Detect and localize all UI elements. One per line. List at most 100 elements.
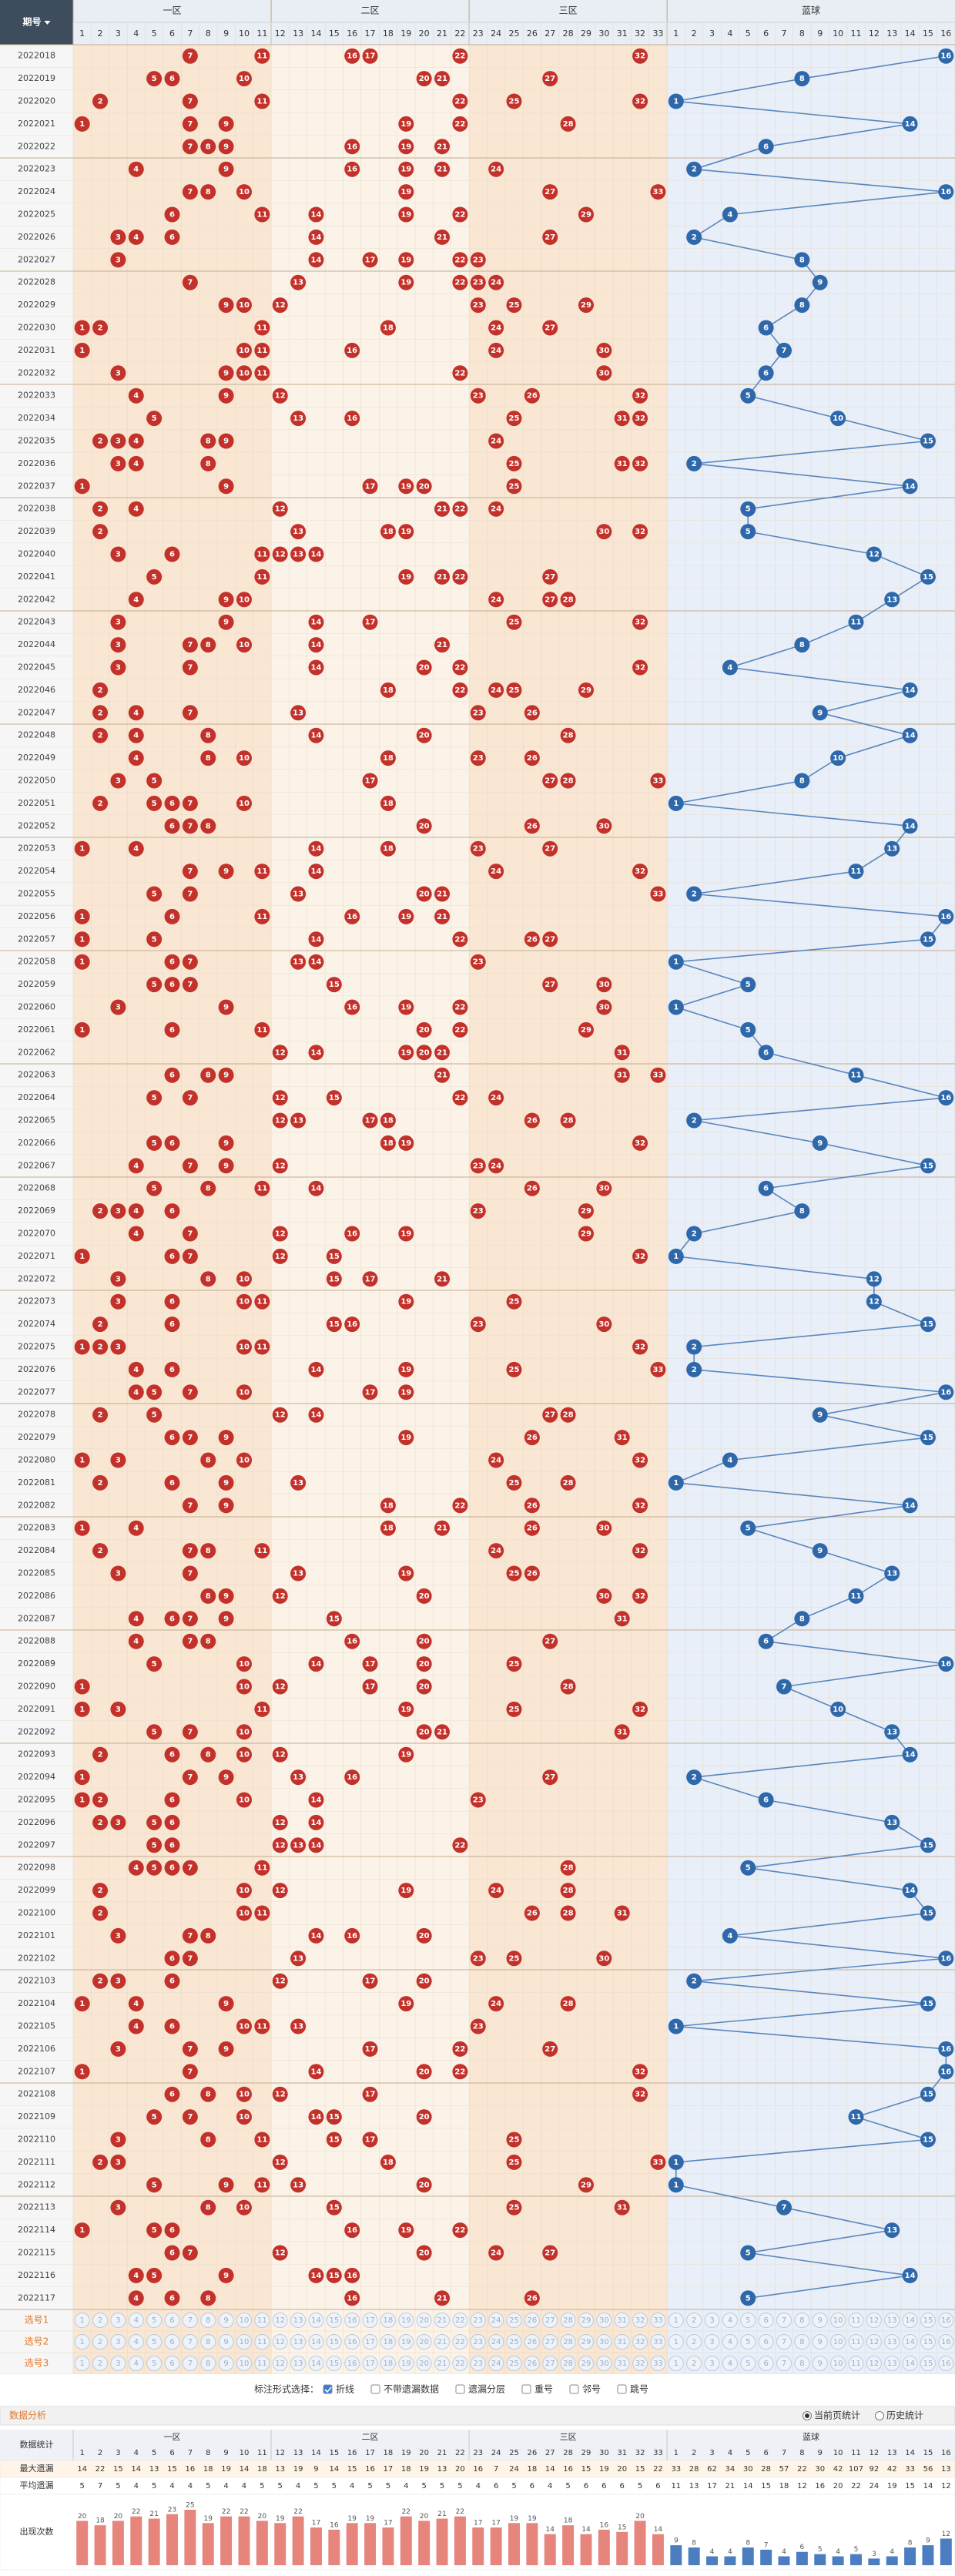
select-ball[interactable] (830, 2334, 846, 2350)
select-ball-number[interactable]: 25 (509, 2316, 519, 2325)
select-ball[interactable] (632, 2334, 648, 2350)
select-ball[interactable] (722, 2334, 738, 2350)
select-ball[interactable] (146, 2356, 163, 2371)
select-ball-number[interactable]: 9 (223, 2316, 228, 2325)
select-ball-number[interactable]: 5 (152, 2316, 156, 2325)
select-ball[interactable] (794, 2356, 810, 2371)
select-ball-number[interactable]: 11 (257, 2338, 267, 2346)
select-ball-number[interactable]: 12 (869, 2360, 879, 2368)
select-ball-number[interactable]: 21 (437, 2360, 447, 2368)
select-ball[interactable] (776, 2313, 792, 2328)
select-ball-number[interactable]: 14 (905, 2316, 915, 2325)
select-ball-number[interactable]: 14 (905, 2360, 915, 2368)
select-ball[interactable] (164, 2356, 180, 2371)
select-ball-number[interactable]: 22 (455, 2338, 465, 2346)
select-ball-number[interactable]: 20 (419, 2338, 429, 2346)
select-ball[interactable] (704, 2313, 720, 2328)
select-ball-number[interactable]: 10 (240, 2338, 250, 2346)
select-ball-number[interactable]: 29 (581, 2338, 591, 2346)
select-ball-number[interactable]: 3 (709, 2338, 714, 2346)
select-ball[interactable] (110, 2334, 126, 2350)
select-ball-number[interactable]: 12 (275, 2360, 285, 2368)
select-ball-number[interactable]: 1 (79, 2360, 84, 2368)
select-ball[interactable] (794, 2334, 810, 2350)
select-ball-number[interactable]: 29 (581, 2316, 591, 2325)
select-ball[interactable] (812, 2356, 828, 2371)
select-ball[interactable] (218, 2356, 234, 2371)
select-ball-number[interactable]: 8 (799, 2316, 804, 2325)
select-ball[interactable] (740, 2334, 756, 2350)
select-ball[interactable] (344, 2313, 360, 2328)
select-ball-number[interactable]: 5 (152, 2338, 156, 2346)
select-ball-number[interactable]: 29 (581, 2360, 591, 2368)
select-ball[interactable] (416, 2334, 432, 2350)
select-ball[interactable] (164, 2334, 180, 2350)
select-ball-number[interactable]: 15 (329, 2338, 339, 2346)
select-ball[interactable] (578, 2313, 594, 2328)
select-ball-number[interactable]: 15 (329, 2316, 339, 2325)
select-ball[interactable] (398, 2313, 414, 2328)
select-ball-number[interactable]: 1 (674, 2338, 679, 2346)
select-ball[interactable] (902, 2356, 918, 2371)
select-ball[interactable] (758, 2356, 774, 2371)
select-ball-number[interactable]: 13 (293, 2338, 303, 2346)
select-ball[interactable] (506, 2334, 522, 2350)
select-ball[interactable] (722, 2356, 738, 2371)
select-ball[interactable] (218, 2313, 234, 2328)
select-ball[interactable] (650, 2356, 666, 2371)
select-ball-number[interactable]: 30 (599, 2338, 609, 2346)
select-ball[interactable] (308, 2356, 324, 2371)
select-ball-number[interactable]: 7 (188, 2338, 193, 2346)
select-ball-number[interactable]: 4 (134, 2316, 139, 2325)
select-ball-number[interactable]: 10 (833, 2360, 843, 2368)
select-ball[interactable] (470, 2356, 486, 2371)
select-ball[interactable] (290, 2313, 307, 2328)
select-ball[interactable] (938, 2334, 954, 2350)
select-ball-number[interactable]: 16 (347, 2338, 357, 2346)
select-ball-number[interactable]: 7 (782, 2338, 786, 2346)
select-ball-number[interactable]: 2 (692, 2360, 696, 2368)
select-ball-number[interactable]: 11 (851, 2360, 861, 2368)
checkbox[interactable] (370, 2384, 380, 2394)
select-ball[interactable] (740, 2356, 756, 2371)
select-ball-number[interactable]: 30 (599, 2316, 609, 2325)
select-ball-number[interactable]: 4 (134, 2360, 139, 2368)
select-ball[interactable] (542, 2334, 558, 2350)
select-ball[interactable] (848, 2313, 864, 2328)
select-ball-number[interactable]: 20 (419, 2360, 429, 2368)
select-ball[interactable] (506, 2313, 522, 2328)
select-ball-number[interactable]: 14 (905, 2338, 915, 2346)
select-ball[interactable] (722, 2313, 738, 2328)
select-ball-number[interactable]: 27 (545, 2360, 555, 2368)
select-ball[interactable] (344, 2356, 360, 2371)
select-ball-number[interactable]: 7 (188, 2316, 193, 2325)
select-ball-number[interactable]: 11 (257, 2360, 267, 2368)
select-ball-number[interactable]: 24 (491, 2316, 501, 2325)
select-ball-number[interactable]: 28 (563, 2360, 573, 2368)
select-ball[interactable] (686, 2356, 702, 2371)
select-ball-number[interactable]: 22 (455, 2360, 465, 2368)
select-ball[interactable] (560, 2356, 576, 2371)
select-ball[interactable] (92, 2356, 109, 2371)
select-ball-number[interactable]: 13 (293, 2316, 303, 2325)
select-ball[interactable] (920, 2356, 936, 2371)
select-ball[interactable] (776, 2334, 792, 2350)
select-ball[interactable] (434, 2334, 451, 2350)
option-text[interactable]: 重号 (534, 2384, 553, 2395)
select-ball[interactable] (218, 2334, 234, 2350)
select-ball[interactable] (326, 2334, 342, 2350)
select-ball[interactable] (128, 2334, 144, 2350)
select-ball[interactable] (812, 2334, 828, 2350)
select-ball[interactable] (452, 2356, 468, 2371)
select-ball-number[interactable]: 6 (763, 2360, 768, 2368)
select-ball-number[interactable]: 7 (782, 2360, 786, 2368)
select-ball-number[interactable]: 5 (746, 2316, 750, 2325)
radio-text[interactable]: 当前页统计 (814, 2410, 860, 2421)
select-ball[interactable] (902, 2334, 918, 2350)
select-ball-number[interactable]: 21 (437, 2338, 447, 2346)
option-text[interactable]: 折线 (336, 2383, 354, 2395)
select-ball-number[interactable]: 12 (869, 2338, 879, 2346)
select-ball[interactable] (290, 2356, 307, 2371)
select-ball[interactable] (380, 2356, 396, 2371)
select-ball-number[interactable]: 18 (384, 2338, 394, 2346)
